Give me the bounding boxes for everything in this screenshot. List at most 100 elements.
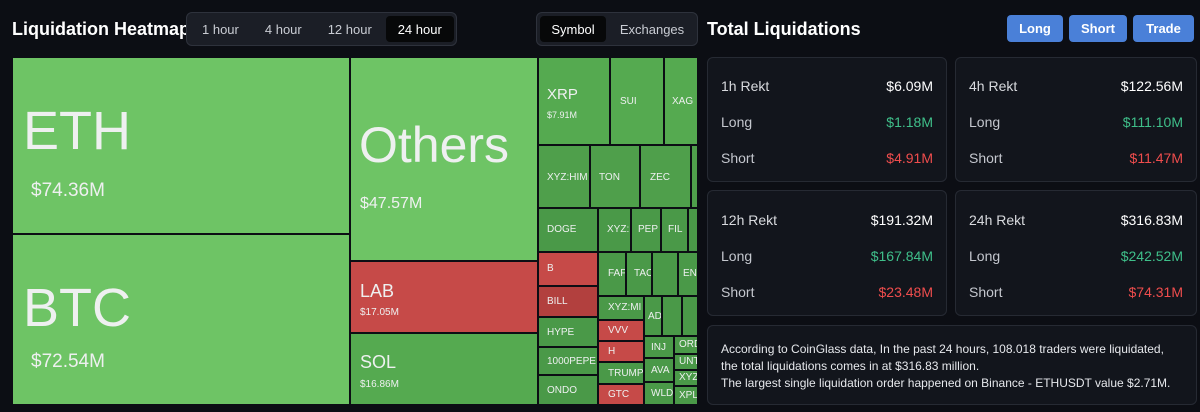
summary-line-1: According to CoinGlass data, In the past… — [721, 342, 1164, 373]
card-title: 1h Rekt — [721, 78, 770, 94]
view-mode-tabs: Symbol Exchanges — [536, 12, 698, 46]
tile-ena[interactable]: EN — [678, 252, 698, 296]
tile-trump[interactable]: TRUMP — [598, 362, 644, 384]
tile-lab-name: LAB — [360, 281, 395, 301]
tile-small-b[interactable] — [688, 208, 698, 252]
tile-others-name: Others — [359, 117, 510, 173]
tile-ad-name: AD — [648, 311, 662, 322]
tile-doge[interactable]: DOGE — [538, 208, 598, 252]
tile-inj[interactable]: INJ — [644, 336, 674, 358]
tile-h[interactable]: H — [598, 341, 644, 362]
tile-xrp-name: XRP — [547, 86, 578, 103]
tile-lab[interactable]: LAB $17.05M — [350, 261, 538, 333]
tile-ord[interactable]: ORD — [674, 336, 698, 354]
tile-btc[interactable]: BTC $72.54M — [12, 234, 350, 405]
tile-pep[interactable]: PEP — [631, 208, 661, 252]
card-4h-rekt: 4h Rekt $122.56M Long $111.10M Short $11.47… — [955, 57, 1197, 182]
tile-fil[interactable]: FIL — [661, 208, 688, 252]
tile-wld[interactable]: WLD — [644, 382, 674, 405]
tile-1000pepe[interactable]: 1000PEPE — [538, 347, 598, 375]
tile-sui[interactable]: SUI — [610, 57, 664, 145]
tile-vvv[interactable]: VVV — [598, 320, 644, 341]
time-range-tabs: 1 hour 4 hour 12 hour 24 hour — [186, 12, 457, 46]
tile-zec-name: ZEC — [650, 172, 670, 183]
long-value: $242.52M — [1120, 248, 1183, 264]
tile-xag[interactable]: XAG — [664, 57, 698, 145]
card-total: $6.09M — [886, 78, 933, 94]
liquidation-summary: According to CoinGlass data, In the past… — [707, 325, 1197, 405]
tile-eth[interactable]: ETH $74.36M — [12, 57, 350, 234]
tile-ord-name: ORD — [679, 339, 697, 350]
tile-small-a[interactable] — [691, 145, 698, 208]
card-total: $316.83M — [1120, 212, 1183, 228]
tile-xyz-2-name: XYZ — [679, 372, 698, 383]
long-label: Long — [721, 248, 753, 264]
tile-xyz-him-name: XYZ:HIM — [547, 172, 588, 183]
tile-far[interactable]: FAF — [598, 252, 626, 296]
tile-vvv-name: VVV — [608, 325, 629, 336]
tab-1-hour[interactable]: 1 hour — [202, 21, 239, 37]
short-button[interactable]: Short — [1069, 15, 1127, 42]
tab-4-hour[interactable]: 4 hour — [264, 21, 302, 37]
long-label: Long — [969, 114, 1001, 130]
long-button[interactable]: Long — [1007, 15, 1063, 42]
card-title: 24h Rekt — [969, 212, 1026, 228]
card-total: $191.32M — [870, 212, 933, 228]
tile-pep-name: PEP — [638, 224, 659, 235]
tile-sol-name: SOL — [360, 352, 397, 372]
tile-xyz-him[interactable]: XYZ:HIM — [538, 145, 590, 208]
tile-b[interactable]: B — [538, 252, 598, 286]
trade-button[interactable]: Trade — [1133, 15, 1194, 42]
tile-others-value: $47.57M — [360, 195, 423, 212]
tile-gtc[interactable]: GTC — [598, 384, 644, 405]
tile-sol[interactable]: SOL $16.86M — [350, 333, 538, 405]
tile-small-c[interactable] — [662, 296, 682, 336]
tile-ava[interactable]: AVA — [644, 358, 674, 382]
short-label: Short — [721, 150, 755, 166]
tile-bill-name: BILL — [547, 296, 568, 307]
tile-1000pepe-name: 1000PEPE — [547, 356, 596, 367]
tile-ton[interactable]: TON — [590, 145, 640, 208]
tile-zec[interactable]: ZEC — [640, 145, 691, 208]
total-liquidations-title: Total Liquidations — [707, 19, 861, 39]
tile-xyz-2[interactable]: XYZ — [674, 370, 698, 386]
short-label: Short — [969, 284, 1003, 300]
tile-btc-name: BTC — [23, 278, 131, 338]
tab-symbol[interactable]: Symbol — [540, 16, 606, 42]
tile-tac[interactable]: TAC — [626, 252, 652, 296]
tab-exchanges[interactable]: Exchanges — [619, 21, 685, 37]
tile-others[interactable]: Others $47.57M — [350, 57, 538, 261]
short-label: Short — [969, 150, 1003, 166]
tile-wld-name: WLD — [651, 388, 674, 399]
tile-xag-name: XAG — [672, 96, 694, 107]
tile-ondo[interactable]: ONDO — [538, 375, 598, 405]
tile-ne[interactable] — [652, 252, 678, 296]
tile-xpl[interactable]: XPL — [674, 386, 698, 405]
tile-ton-name: TON — [599, 172, 620, 183]
tile-trump-name: TRUMP — [608, 368, 644, 379]
short-label: Short — [721, 284, 755, 300]
tab-12-hour[interactable]: 12 hour — [327, 21, 372, 37]
tile-small-d[interactable] — [682, 296, 698, 336]
tile-eth-value: $74.36M — [31, 180, 105, 201]
tile-hype[interactable]: HYPE — [538, 317, 598, 347]
tile-unt[interactable]: UNT — [674, 354, 698, 370]
tile-sol-value: $16.86M — [360, 379, 399, 390]
card-total: $122.56M — [1120, 78, 1183, 94]
tile-xyz-1[interactable]: XYZ: — [598, 208, 631, 252]
tab-24-hour[interactable]: 24 hour — [385, 16, 454, 42]
tile-xrp[interactable]: XRP $7.91M — [538, 57, 610, 145]
heatmap-title: Liquidation Heatmap — [12, 19, 191, 39]
tile-far-name: FAF — [608, 268, 626, 279]
tile-ondo-name: ONDO — [547, 385, 577, 396]
tile-ad[interactable]: AD — [644, 296, 662, 336]
tile-xyz-mi[interactable]: XYZ:MI — [598, 296, 644, 320]
tile-ena-name: EN — [683, 268, 697, 279]
short-value: $4.91M — [886, 150, 933, 166]
long-value: $111.10M — [1122, 114, 1183, 130]
tile-fil-name: FIL — [668, 224, 683, 235]
tile-bill[interactable]: BILL — [538, 286, 598, 317]
tile-btc-value: $72.54M — [31, 351, 105, 372]
tile-ava-name: AVA — [651, 365, 670, 376]
tile-xrp-value: $7.91M — [547, 110, 578, 120]
